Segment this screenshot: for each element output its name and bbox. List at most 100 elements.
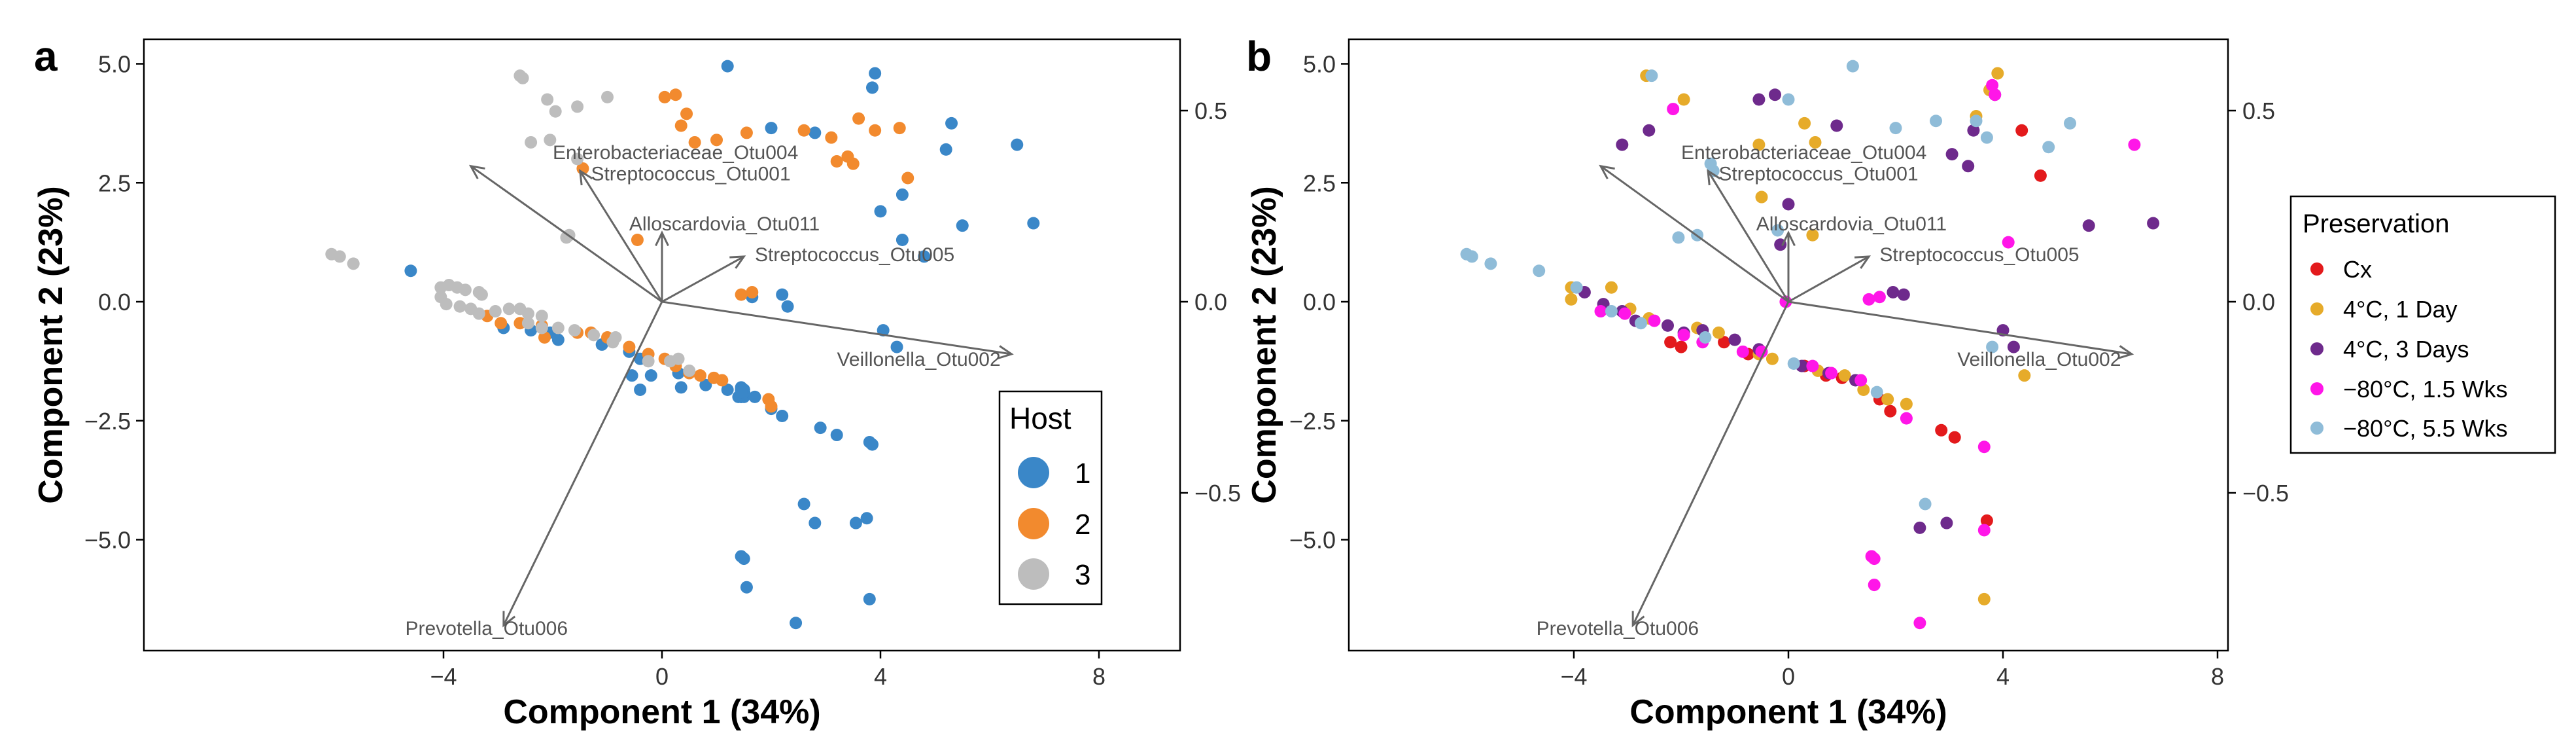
points-a xyxy=(325,60,1040,630)
point-b-80-c-5-5-wks xyxy=(1980,131,1993,144)
loading-arrowhead-a-enterobacteriaceae-otu004 xyxy=(468,164,485,179)
point-b-80-c-5-5-wks xyxy=(1672,231,1685,244)
legend-label-m80c-1-5wks: −80°C, 1.5 Wks xyxy=(2343,376,2508,403)
point-a-3 xyxy=(489,305,502,318)
point-b-4-c-3-days xyxy=(1940,516,1953,530)
point-a-1 xyxy=(956,219,969,232)
point-b-80-c-5-5-wks xyxy=(1484,257,1497,270)
loading-arrowhead-a-streptococcus-otu001 xyxy=(578,169,593,186)
legend-label-host-2: 2 xyxy=(1075,509,1090,541)
point-a-1 xyxy=(735,386,748,399)
point-b-80-c-1-5-wks xyxy=(1873,291,1886,304)
point-a-1 xyxy=(849,516,862,530)
point-a-3 xyxy=(440,298,453,311)
point-b-80-c-5-5-wks xyxy=(1605,305,1618,318)
point-a-3 xyxy=(453,300,466,313)
point-a-3 xyxy=(535,310,548,323)
x-tick-label-b: 4 xyxy=(1996,663,2010,690)
loading-arrow-b-prevotella-otu006 xyxy=(1631,301,1790,626)
y-tick-label-a: 5.0 xyxy=(98,51,131,78)
point-b-80-c-5-5-wks xyxy=(1570,281,1583,294)
point-a-1 xyxy=(797,497,810,511)
panel-label-a: a xyxy=(34,33,58,80)
point-b-80-c-1-5-wks xyxy=(1736,345,1749,358)
y-axis-title-a: Component 2 (23%) xyxy=(32,186,70,503)
point-a-1 xyxy=(674,381,688,394)
legend-label-host-3: 3 xyxy=(1075,559,1090,591)
point-b-cx xyxy=(1675,340,1688,353)
point-a-2 xyxy=(869,124,882,137)
loading-arrowhead-b-alloscardovia-otu011 xyxy=(1781,230,1796,247)
point-a-2 xyxy=(693,369,706,382)
point-a-1 xyxy=(809,126,822,139)
point-a-2 xyxy=(623,340,636,353)
point-b-4-c-3-days xyxy=(1643,124,1656,137)
y-tick-label-a: 0.0 xyxy=(98,289,131,315)
legend-swatch-cx xyxy=(2310,262,2324,276)
point-b-4-c-3-days xyxy=(1782,198,1795,211)
point-a-1 xyxy=(404,264,417,278)
point-a-1 xyxy=(765,122,778,135)
point-b-4-c-3-days xyxy=(2082,219,2095,232)
point-b-80-c-1-5-wks xyxy=(1854,374,1868,387)
point-a-3 xyxy=(347,257,360,270)
point-b-4-c-3-days xyxy=(1752,93,1766,106)
loading-label-b-prevotella-otu006: Prevotella_Otu006 xyxy=(1537,618,1699,639)
point-a-3 xyxy=(333,250,346,263)
loading-arrow-a-veillonella-otu002 xyxy=(661,300,1012,355)
point-a-3 xyxy=(571,100,584,113)
point-a-3 xyxy=(601,90,614,103)
y2-tick-label-b: 0.5 xyxy=(2242,98,2275,124)
point-b-80-c-5-5-wks xyxy=(1771,224,1784,237)
point-a-3 xyxy=(642,355,655,368)
point-a-3 xyxy=(672,352,685,365)
point-b-4-c-3-days xyxy=(1897,288,1910,301)
panel-a: a −5.0 −2.5 0.0 2.5 5.0 −4 0 4 8 −0.5 0.0 0.5 Com… xyxy=(32,33,1241,731)
point-a-3 xyxy=(472,307,485,320)
point-b-cx xyxy=(1664,336,1677,349)
point-a-1 xyxy=(737,552,750,566)
point-a-1 xyxy=(740,581,753,594)
point-b-80-c-1-5-wks xyxy=(1677,329,1690,342)
point-b-cx xyxy=(2034,169,2047,182)
point-b-80-c-5-5-wks xyxy=(1930,115,1942,128)
point-b-80-c-5-5-wks xyxy=(1970,115,1983,128)
legend-label-host-1: 1 xyxy=(1075,458,1090,490)
point-a-2 xyxy=(631,233,644,246)
loading-label-a-streptococcus-otu001: Streptococcus_Otu001 xyxy=(591,164,790,185)
point-a-1 xyxy=(918,250,931,263)
legend-box-b xyxy=(2289,195,2556,454)
point-b-cx xyxy=(1948,431,1961,444)
secondary-y-axis-a: −0.5 0.0 0.5 xyxy=(1180,98,1241,507)
x-axis-b: −4 0 4 8 xyxy=(1560,651,2224,690)
point-a-1 xyxy=(814,422,827,435)
point-a-2 xyxy=(680,107,693,120)
loadings-b: Enterobacteriaceae_Otu004Streptococcus_O… xyxy=(1537,142,2134,639)
point-a-3 xyxy=(475,288,488,301)
point-b-4-c-3-days xyxy=(1769,88,1781,101)
loading-arrow-a-enterobacteriaceae-otu004 xyxy=(470,165,663,303)
y2-tick-label-a: 0.0 xyxy=(1194,289,1227,315)
point-a-3 xyxy=(544,134,557,147)
point-b-4-c-3-days xyxy=(1962,160,1975,173)
point-b-cx xyxy=(1935,423,1948,437)
point-b-4-c-1-day xyxy=(1565,293,1578,306)
point-a-2 xyxy=(893,122,906,135)
point-b-80-c-1-5-wks xyxy=(1977,524,1991,537)
point-b-80-c-1-5-wks xyxy=(1667,103,1680,116)
point-b-4-c-1-day xyxy=(1991,67,2004,80)
point-a-2 xyxy=(846,157,860,170)
point-a-3 xyxy=(587,329,600,342)
point-b-80-c-1-5-wks xyxy=(1989,88,2002,101)
legend-box-a xyxy=(998,390,1103,605)
y-axis-title-b: Component 2 (23%) xyxy=(1245,186,1283,503)
point-a-2 xyxy=(825,131,838,144)
point-a-1 xyxy=(865,81,879,94)
point-a-1 xyxy=(809,516,822,530)
point-b-80-c-1-5-wks xyxy=(1900,412,1913,425)
point-b-4-c-1-day xyxy=(1752,138,1766,151)
point-a-1 xyxy=(776,288,789,301)
loading-arrow-b-streptococcus-otu005 xyxy=(1788,255,1870,303)
loading-label-a-streptococcus-otu005: Streptococcus_Otu005 xyxy=(755,244,954,266)
point-a-1 xyxy=(874,205,887,218)
